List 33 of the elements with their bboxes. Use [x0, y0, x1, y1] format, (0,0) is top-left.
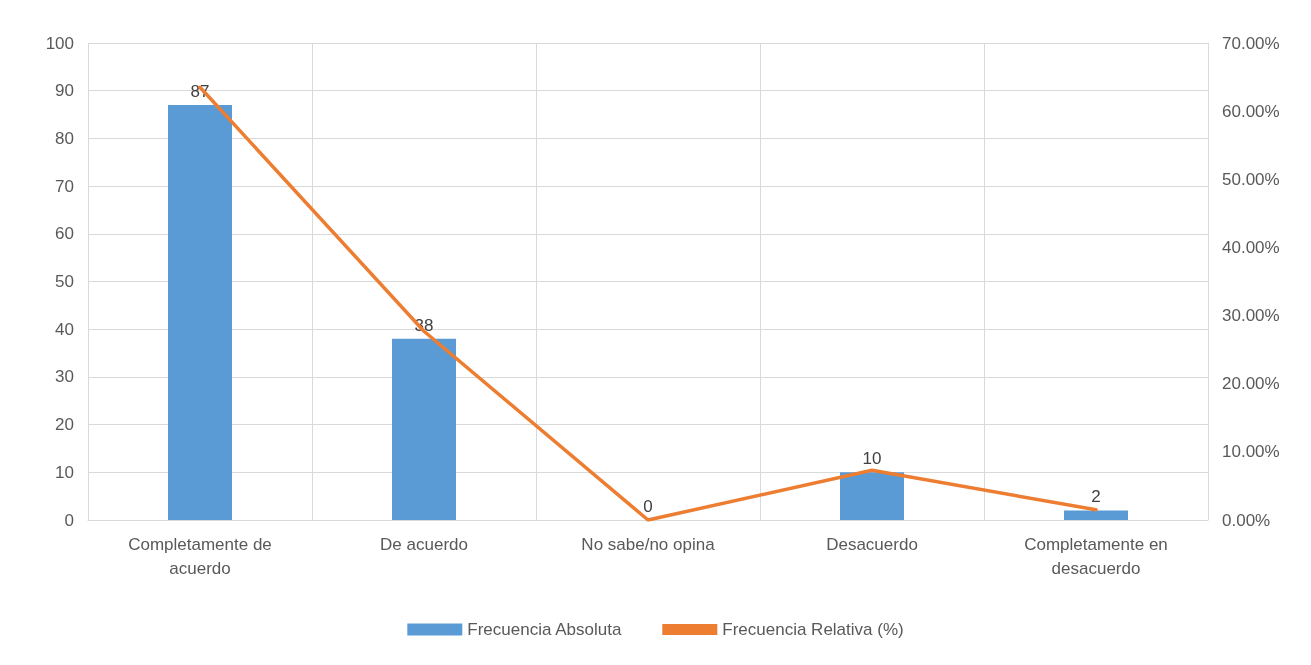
legend-label: Frecuencia Relativa (%)	[722, 620, 904, 639]
data-label: 0	[643, 497, 653, 516]
y2-tick-label: 10.00%	[1222, 442, 1280, 462]
x-tick-label: Desacuerdo	[826, 534, 918, 554]
y2-tick-label: 50.00%	[1222, 169, 1280, 189]
x-tick-label: Completamente en desacuerdo	[1024, 534, 1168, 578]
y-tick-label: 90	[55, 81, 74, 101]
legend-label: Frecuencia Absoluta	[467, 620, 622, 639]
y-tick-label: 100	[45, 33, 74, 53]
y-tick-label: 0	[64, 510, 74, 530]
y-tick-label: 60	[55, 224, 74, 244]
bar	[392, 338, 456, 520]
bar	[168, 105, 232, 520]
y2-tick-label: 20.00%	[1222, 374, 1280, 394]
x-tick-label: No sabe/no opina	[581, 534, 716, 554]
data-label: 2	[1091, 487, 1101, 507]
y2-tick-label: 70.00%	[1222, 33, 1280, 53]
y-tick-label: 40	[55, 319, 74, 339]
y2-tick-label: 40.00%	[1222, 237, 1280, 257]
data-label: 10	[862, 449, 882, 469]
bar	[1064, 510, 1128, 520]
y2-tick-label: 30.00%	[1222, 306, 1280, 326]
y-tick-label: 10	[55, 462, 74, 482]
bar	[840, 472, 904, 520]
y-tick-label: 50	[55, 272, 74, 291]
y-tick-label: 80	[55, 128, 74, 148]
y-tick-label: 70	[55, 176, 74, 196]
x-tick-label: De acuerdo	[380, 534, 468, 554]
y-tick-label: 20	[55, 415, 74, 435]
y2-tick-label: 0.00%	[1222, 510, 1271, 530]
y-tick-label: 30	[55, 367, 74, 387]
x-tick-label: Completamente de acuerdo	[128, 534, 272, 578]
y2-tick-label: 60.00%	[1222, 101, 1280, 121]
